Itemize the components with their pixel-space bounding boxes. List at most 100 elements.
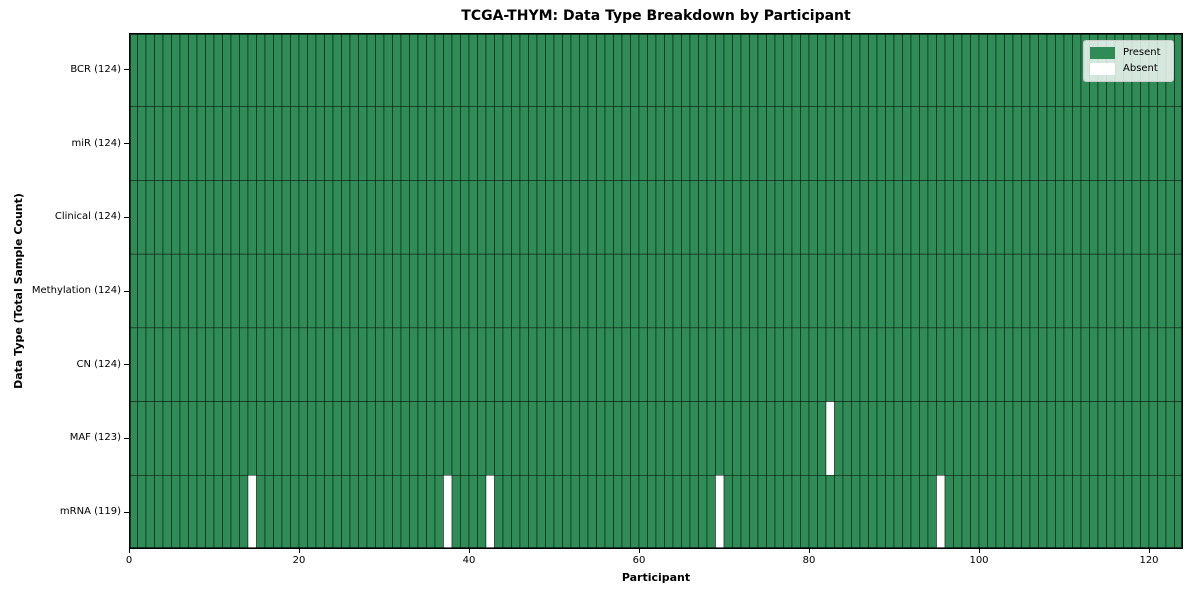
heatmap-cell (230, 327, 240, 402)
heatmap-cell (715, 33, 725, 107)
heatmap-cell (698, 180, 708, 255)
heatmap-cell (1012, 253, 1022, 329)
heatmap-cell (893, 180, 903, 255)
heatmap-cell (723, 106, 733, 181)
heatmap-cell (222, 253, 232, 329)
heatmap-cell (766, 253, 776, 329)
heatmap-cell (1021, 253, 1031, 329)
heatmap-cell (570, 401, 580, 476)
heatmap-cell (774, 33, 784, 107)
heatmap-cell (290, 475, 300, 549)
heatmap-cell (562, 327, 572, 402)
heatmap-cell (740, 475, 750, 549)
heatmap-cell (1140, 401, 1150, 476)
heatmap-cell (1114, 401, 1124, 476)
heatmap-cell (519, 327, 529, 402)
heatmap-cell (621, 475, 631, 549)
heatmap-cell (545, 33, 555, 107)
heatmap-cell (290, 401, 300, 476)
heatmap-cell (536, 327, 546, 402)
heatmap-cell (468, 401, 478, 476)
x-tick-mark (638, 549, 640, 553)
heatmap-cell (1012, 401, 1022, 476)
heatmap-cell (434, 106, 444, 181)
heatmap-cell (1063, 33, 1073, 107)
heatmap-cell (145, 180, 155, 255)
heatmap-cell (468, 106, 478, 181)
heatmap-cell (222, 180, 232, 255)
heatmap-cell (324, 180, 334, 255)
heatmap-cell (349, 475, 359, 549)
heatmap-cell (902, 180, 912, 255)
heatmap-cell (1080, 327, 1090, 402)
heatmap-cell (944, 253, 954, 329)
heatmap-cell (315, 327, 325, 402)
heatmap-cell (740, 327, 750, 402)
heatmap-cell (332, 327, 342, 402)
heatmap-cell (196, 106, 206, 181)
heatmap-cell (638, 327, 648, 402)
heatmap-cell (1029, 401, 1039, 476)
heatmap-cell (1106, 475, 1116, 549)
heatmap-cell (196, 475, 206, 549)
heatmap-cell (987, 253, 997, 329)
heatmap-cell (1038, 475, 1048, 549)
heatmap-cell (519, 401, 529, 476)
heatmap-cell (689, 475, 699, 549)
heatmap-cell (987, 401, 997, 476)
heatmap-cell (655, 401, 665, 476)
x-tick-mark (808, 549, 810, 553)
heatmap-cell (205, 475, 215, 549)
heatmap-cell (978, 180, 988, 255)
heatmap-cell (740, 253, 750, 329)
heatmap-cell (953, 327, 963, 402)
heatmap-cell (400, 180, 410, 255)
heatmap-cell (961, 475, 971, 549)
heatmap-cell (825, 253, 835, 329)
heatmap-cell (494, 401, 504, 476)
heatmap-cell (264, 33, 274, 107)
heatmap-cell (1123, 253, 1133, 329)
heatmap-cell (817, 106, 827, 181)
x-tick-label: 100 (969, 555, 989, 566)
heatmap-cell (502, 327, 512, 402)
heatmap-cell (1165, 475, 1175, 549)
heatmap-cell (392, 475, 402, 549)
heatmap-cell (834, 106, 844, 181)
heatmap-cell (154, 106, 164, 181)
heatmap-cell (562, 253, 572, 329)
heatmap-cell (213, 401, 223, 476)
heatmap-cell (1157, 180, 1167, 255)
heatmap-cell (205, 253, 215, 329)
heatmap-cell (511, 401, 521, 476)
heatmap-cell (511, 253, 521, 329)
heatmap-cell (689, 253, 699, 329)
heatmap-cell (978, 106, 988, 181)
heatmap-cell (205, 106, 215, 181)
heatmap-cell (366, 106, 376, 181)
heatmap-cell (1021, 33, 1031, 107)
heatmap-cell (239, 475, 249, 549)
heatmap-cell (970, 401, 980, 476)
heatmap-cell (485, 180, 495, 255)
heatmap-cell (145, 106, 155, 181)
heatmap-cell (927, 327, 937, 402)
heatmap-cell (970, 253, 980, 329)
heatmap-cell (400, 475, 410, 549)
heatmap-cell (451, 253, 461, 329)
y-tick-label: BCR (124) (70, 63, 121, 75)
heatmap-cell (366, 180, 376, 255)
heatmap-cell (1004, 327, 1014, 402)
heatmap-cell (213, 475, 223, 549)
heatmap-cell (706, 180, 716, 255)
heatmap-cell (749, 327, 759, 402)
heatmap-cell (247, 106, 257, 181)
heatmap-cell (154, 475, 164, 549)
heatmap-cell (1004, 401, 1014, 476)
heatmap-cell (749, 401, 759, 476)
heatmap-cell (443, 253, 453, 329)
heatmap-cell (188, 475, 198, 549)
heatmap-cell (332, 106, 342, 181)
heatmap-cell (664, 475, 674, 549)
heatmap-cell (1131, 401, 1141, 476)
